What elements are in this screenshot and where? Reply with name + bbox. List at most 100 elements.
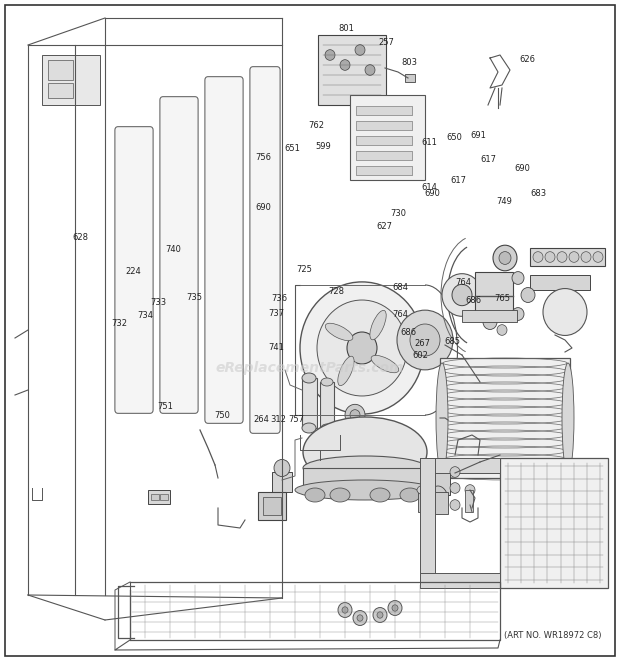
Bar (420, 458, 435, 588)
Circle shape (325, 50, 335, 60)
Circle shape (353, 611, 367, 625)
FancyBboxPatch shape (250, 67, 280, 434)
FancyBboxPatch shape (115, 127, 153, 413)
Text: 690: 690 (425, 189, 441, 198)
Circle shape (465, 485, 475, 495)
Text: 683: 683 (530, 188, 546, 198)
Bar (318, 35, 386, 105)
Circle shape (342, 607, 348, 613)
Bar (405, 74, 415, 82)
Ellipse shape (321, 424, 333, 432)
Bar (530, 275, 590, 290)
Bar (350, 95, 425, 180)
FancyBboxPatch shape (356, 106, 413, 116)
Ellipse shape (562, 363, 574, 473)
Text: 684: 684 (392, 283, 408, 292)
Text: 264: 264 (254, 415, 270, 424)
Text: 733: 733 (150, 297, 166, 307)
Text: 224: 224 (126, 266, 141, 276)
Circle shape (357, 615, 363, 621)
Ellipse shape (330, 488, 350, 502)
Text: 628: 628 (73, 233, 89, 243)
FancyBboxPatch shape (160, 97, 198, 413)
FancyBboxPatch shape (205, 77, 243, 423)
Circle shape (493, 245, 517, 271)
Bar (272, 472, 292, 492)
Text: 741: 741 (268, 342, 284, 352)
Circle shape (388, 601, 402, 615)
Circle shape (512, 272, 524, 284)
Text: eReplacementParts.com: eReplacementParts.com (216, 361, 404, 375)
Bar (320, 382, 334, 428)
Text: 617: 617 (480, 155, 496, 164)
Text: 650: 650 (446, 133, 463, 142)
Text: 627: 627 (376, 222, 392, 231)
Text: 751: 751 (157, 402, 173, 411)
Ellipse shape (295, 480, 435, 500)
Ellipse shape (303, 417, 427, 487)
Bar (418, 490, 433, 512)
Text: 651: 651 (284, 144, 300, 153)
Bar (420, 573, 500, 588)
Bar (420, 458, 500, 473)
Circle shape (397, 310, 453, 370)
FancyBboxPatch shape (356, 167, 413, 176)
Ellipse shape (302, 373, 316, 383)
Bar (475, 272, 513, 320)
Text: 686: 686 (400, 328, 416, 337)
Circle shape (347, 332, 377, 364)
Ellipse shape (400, 488, 420, 502)
Circle shape (545, 252, 555, 262)
Circle shape (557, 252, 567, 262)
FancyBboxPatch shape (356, 151, 413, 161)
Text: 730: 730 (391, 209, 407, 218)
Text: 803: 803 (402, 58, 418, 67)
Circle shape (452, 284, 472, 305)
Text: 614: 614 (422, 183, 438, 192)
Text: 602: 602 (412, 351, 428, 360)
Bar (430, 467, 450, 495)
Text: (ART NO. WR18972 C8): (ART NO. WR18972 C8) (504, 631, 601, 640)
Text: 599: 599 (316, 141, 332, 151)
Circle shape (499, 252, 511, 264)
Text: 764: 764 (455, 278, 471, 288)
Text: 734: 734 (138, 311, 154, 321)
Text: 732: 732 (111, 319, 127, 329)
Ellipse shape (303, 456, 427, 480)
Bar (48, 83, 73, 98)
Text: 691: 691 (471, 131, 487, 140)
Circle shape (450, 467, 460, 477)
Ellipse shape (417, 485, 433, 495)
Ellipse shape (321, 378, 333, 386)
Circle shape (373, 607, 387, 623)
Text: 740: 740 (166, 245, 182, 254)
Text: 690: 690 (255, 202, 272, 212)
Text: 611: 611 (422, 137, 438, 147)
Ellipse shape (302, 423, 316, 433)
Bar (42, 55, 100, 105)
Circle shape (450, 500, 460, 510)
Circle shape (350, 410, 360, 420)
Text: 757: 757 (288, 415, 304, 424)
Bar (500, 458, 608, 588)
Text: 686: 686 (466, 296, 482, 305)
Circle shape (593, 252, 603, 262)
Ellipse shape (370, 488, 390, 502)
Circle shape (569, 252, 579, 262)
Text: 764: 764 (392, 309, 408, 319)
FancyBboxPatch shape (356, 136, 413, 145)
Bar (258, 492, 286, 520)
Circle shape (274, 459, 290, 477)
Bar (462, 310, 517, 322)
Text: 750: 750 (214, 410, 230, 420)
Circle shape (377, 612, 383, 618)
Text: 801: 801 (338, 24, 354, 33)
Circle shape (512, 307, 524, 321)
Text: 756: 756 (255, 153, 271, 162)
Bar (151, 494, 159, 500)
Ellipse shape (326, 323, 353, 340)
FancyBboxPatch shape (356, 122, 413, 131)
Text: 762: 762 (308, 120, 324, 130)
Bar (160, 494, 168, 500)
Ellipse shape (338, 356, 354, 385)
